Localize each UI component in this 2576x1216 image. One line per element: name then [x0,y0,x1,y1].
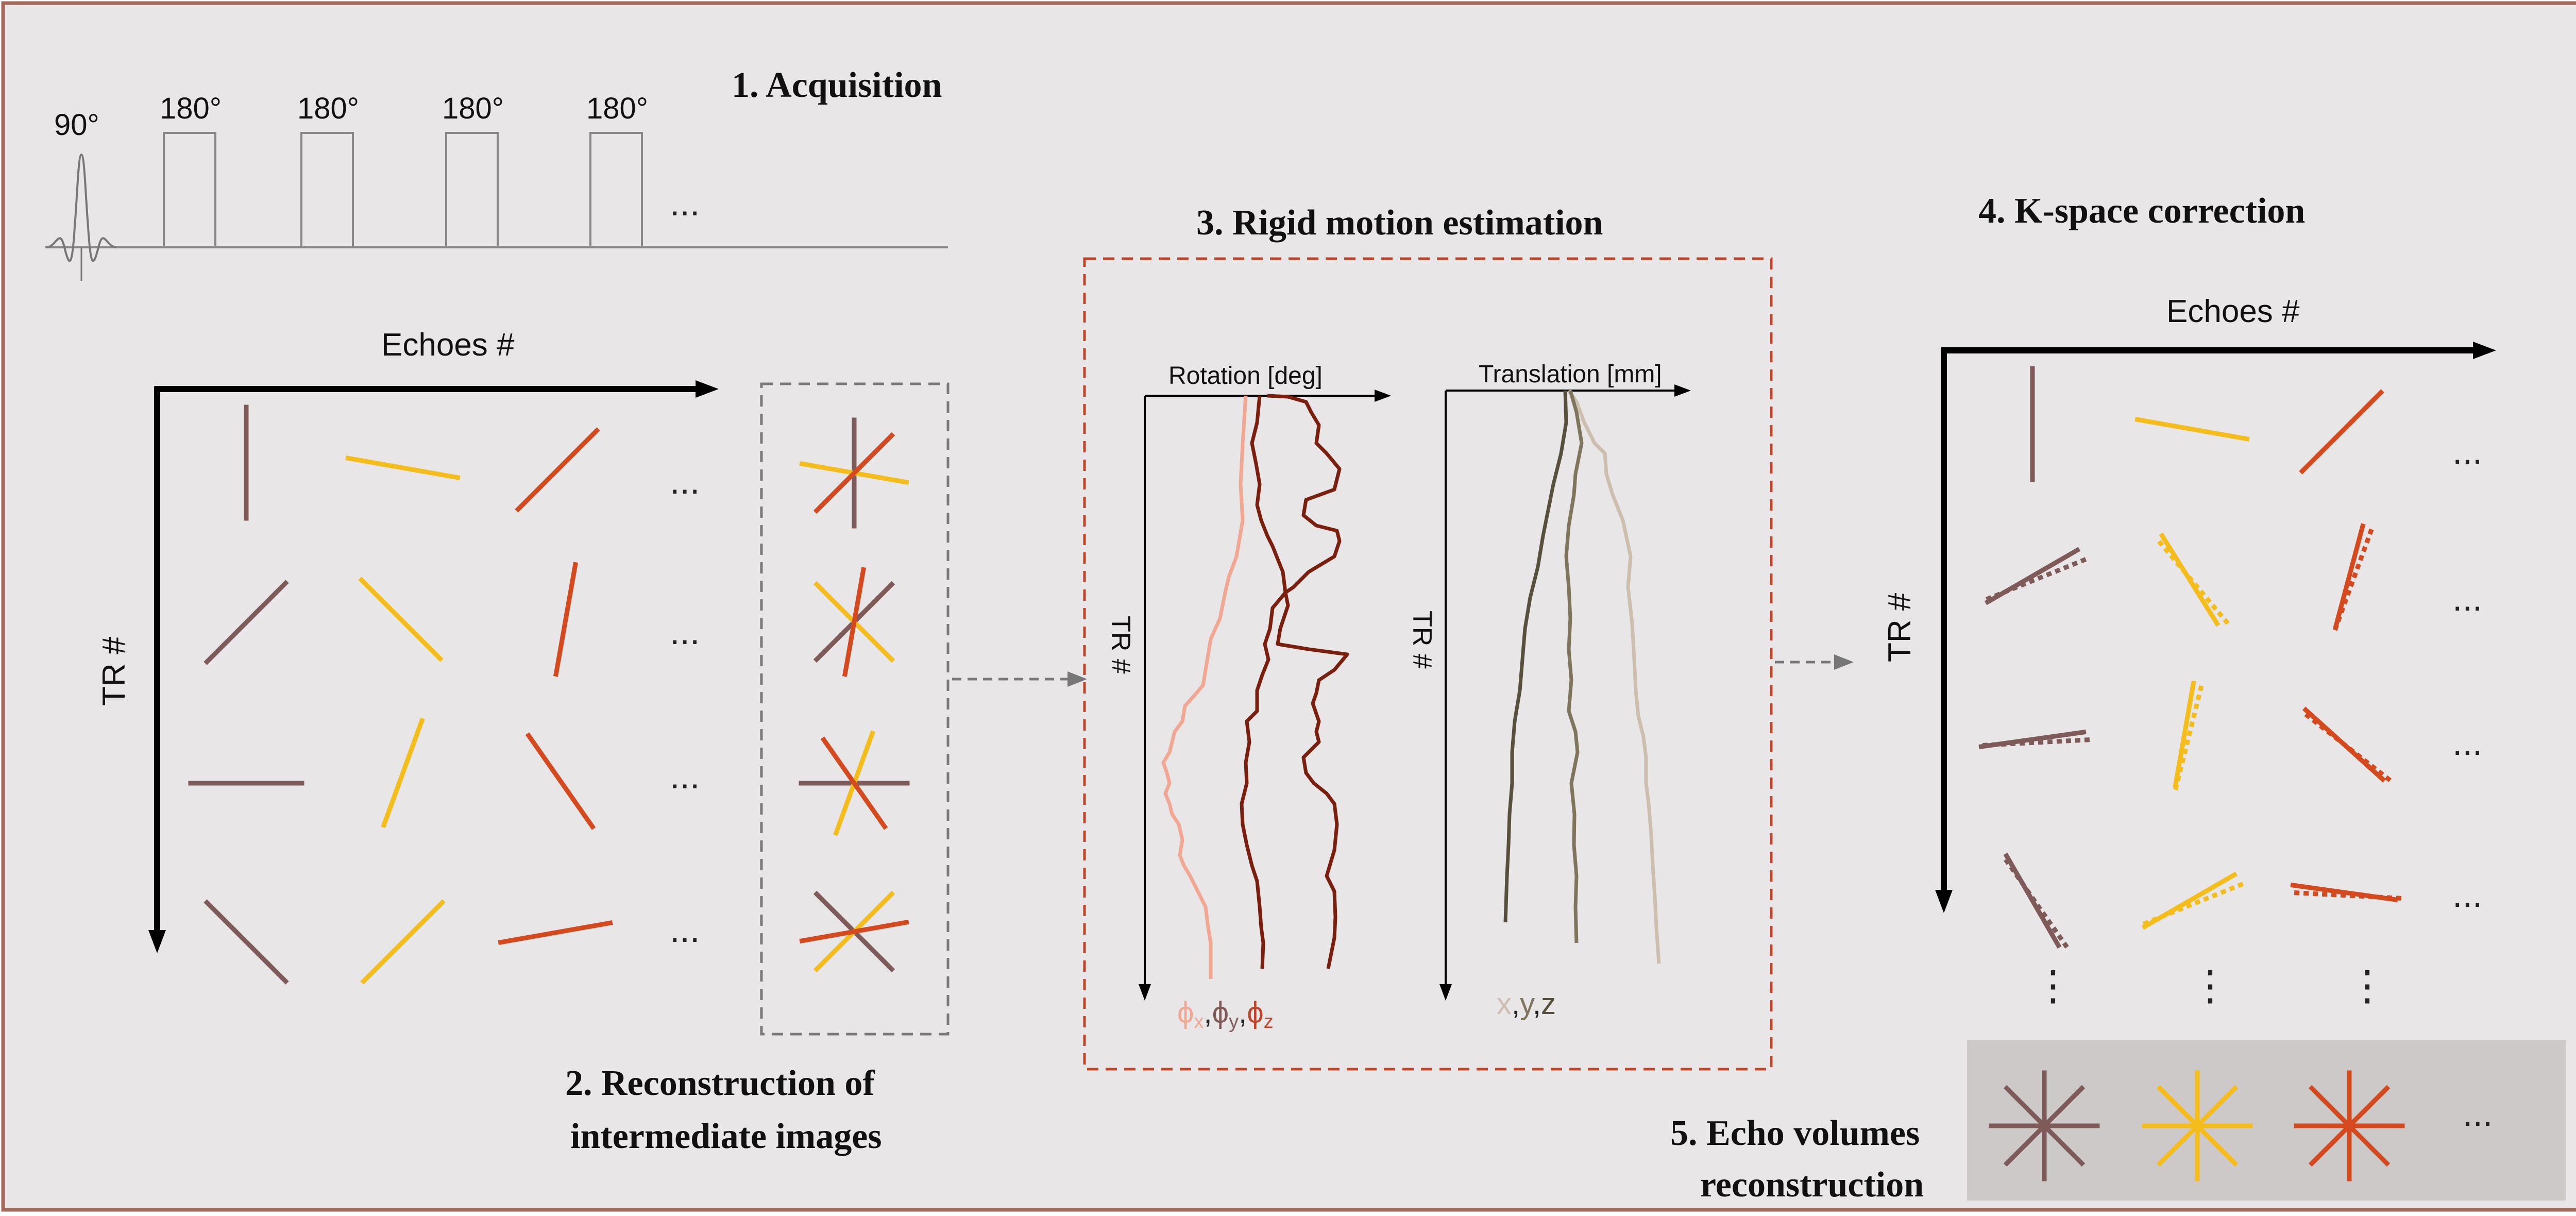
recon-stick-r2-c1 [204,580,289,665]
kspace-stick-r2-c1 [1984,547,2081,605]
rotation-phi-z-curve [1267,394,1349,969]
kspace-section: 4. K-space correction Echoes # TR # ... … [1882,191,2496,1008]
recon-stick-r1-c2 [345,455,461,480]
kspace-ellipsis-row-2: ... [2452,578,2482,618]
motion-section: 3. Rigid motion estimation Rotation [deg… [1083,203,1773,1071]
kspace-ellipsis-row-1: ... [2452,431,2482,471]
echo-volumes-title-line1: 5. Echo volumes [1670,1113,1920,1153]
refocus-label-2: 180° [297,92,359,125]
refocus-label-3: 180° [442,92,504,125]
refocus-pulse-4 [589,132,643,248]
translation-axis-label: Translation [mm] [1479,361,1662,388]
echo-volumes-section: ... 5. Echo volumes reconstruction [1670,1040,2566,1205]
combined-star-4-stick-3 [799,919,909,944]
rotation-phi-x-curve [1161,395,1248,979]
motion-title: 3. Rigid motion estimation [1196,203,1603,243]
kspace-y-arrowhead [1935,890,1953,913]
rotation-tr-label: TR # [1106,616,1136,674]
recon-stick-r4-c1 [204,899,289,985]
refocus-label-4: 180° [586,92,648,125]
kspace-vertical-ellipsis-2: ⋮ [2190,962,2231,1008]
recon-stick-r2-c2 [358,577,444,662]
recon-ellipsis-row-4: ... [670,909,700,950]
excitation-pulse [46,153,117,262]
echo-star-3-stick-4 [2308,1085,2391,1167]
refocus-pulse-1 [163,132,216,248]
arrow-to-kspace-head [1834,654,1854,670]
acquisition-section: 1. Acquisition 90° 180° 180° 180° 180° ... [45,65,948,281]
combined-star-2-stick-3 [842,567,867,677]
kspace-stick-r4-c2 [2141,871,2238,930]
combined-images-box [760,382,950,1036]
recon-y-arrowhead [148,930,166,953]
kspace-stick-r1-c2 [2134,417,2250,442]
kspace-ellipsis-row-3: ... [2452,722,2482,763]
refocus-pulse-3 [445,132,499,248]
recon-ellipsis-row-2: ... [670,612,700,652]
echo-volume-stars [1989,1070,2405,1181]
recon-x-arrowhead [696,380,719,398]
kspace-stick-grid [1978,366,2403,950]
kspace-vertical-ellipsis-1: ⋮ [2032,962,2074,1008]
refocus-label-1: 180° [160,92,222,125]
recon-y-axis-label: TR # [96,636,132,706]
translation-y-curve [1564,390,1584,943]
echo-volumes-title-line2: reconstruction [1700,1165,1924,1205]
translation-z-curve [1503,390,1568,923]
combined-stars [799,417,910,973]
recon-stick-r1-c3 [515,427,600,513]
recon-ellipsis-row-1: ... [670,461,700,501]
kspace-y-axis-label: TR # [1882,593,1918,662]
recon-stick-grid [188,404,613,985]
reconstruction-title-line2: intermediate images [570,1117,882,1156]
recon-stick-r4-c3 [498,920,613,945]
translation-legend: x,y,z [1497,987,1556,1021]
arrow-to-motion-head [1067,671,1087,687]
echo-star-2-stick-4 [2156,1085,2239,1167]
reconstruction-title-line1: 2. Reconstruction of [565,1063,875,1103]
rotation-x-arrowhead [1375,390,1391,402]
recon-stick-r4-c2 [360,899,446,985]
kspace-x-axis-label: Echoes # [2166,294,2300,329]
recon-stick-r2-c3 [553,562,578,677]
rotation-y-arrowhead [1139,984,1151,1001]
echo-volumes-ellipsis: ... [2463,1093,2493,1134]
refocus-pulse-2 [300,132,354,248]
rotation-legend: ϕx,ϕy,ϕz [1177,996,1274,1033]
refocus-pulses: 180° 180° 180° 180° [160,92,648,248]
recon-stick-r3-c3 [525,732,596,830]
excitation-label: 90° [54,108,99,142]
combined-star-1-stick-3 [813,432,895,514]
recon-ellipsis-row-3: ... [670,756,700,796]
kspace-title: 4. K-space correction [1978,191,2305,231]
translation-x-curve [1567,390,1661,964]
kspace-ellipsis-row-4: ... [2452,874,2482,915]
translation-x-arrowhead [1674,384,1691,397]
translation-tr-label: TR # [1407,611,1437,669]
kspace-vertical-ellipsis-3: ⋮ [2347,962,2388,1008]
combined-star-3-stick-3 [820,736,888,830]
recon-x-axis-label: Echoes # [381,327,515,363]
kspace-stick-r1-c3 [2299,389,2384,475]
rotation-phi-y-curve [1240,395,1287,969]
reconstruction-section: Echoes # TR # ... ... ... ... 2. Reconst… [96,327,950,1156]
kspace-x-arrowhead [2473,342,2496,359]
echo-volumes-panel [1967,1040,2566,1201]
translation-y-arrowhead [1439,984,1452,1001]
motion-box [1083,257,1773,1071]
acquisition-title: 1. Acquisition [732,65,942,105]
recon-stick-r3-c2 [381,717,425,829]
rotation-axis-label: Rotation [deg] [1168,362,1323,390]
acquisition-ellipsis: ... [670,183,700,223]
echo-star-1-stick-4 [2003,1085,2086,1167]
